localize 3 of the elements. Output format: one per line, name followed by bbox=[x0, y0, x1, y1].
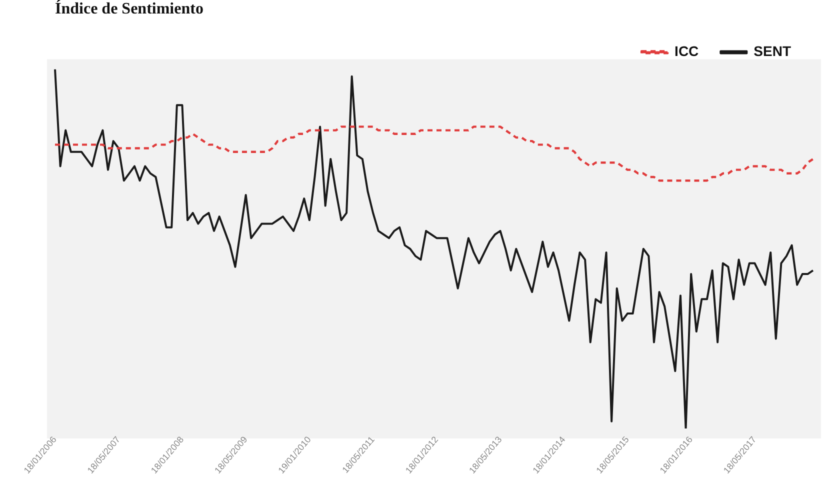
legend-label: ICC bbox=[674, 43, 699, 60]
chart-title: Índice de Sentimiento bbox=[55, 0, 204, 18]
legend-label: SENT bbox=[754, 43, 792, 60]
